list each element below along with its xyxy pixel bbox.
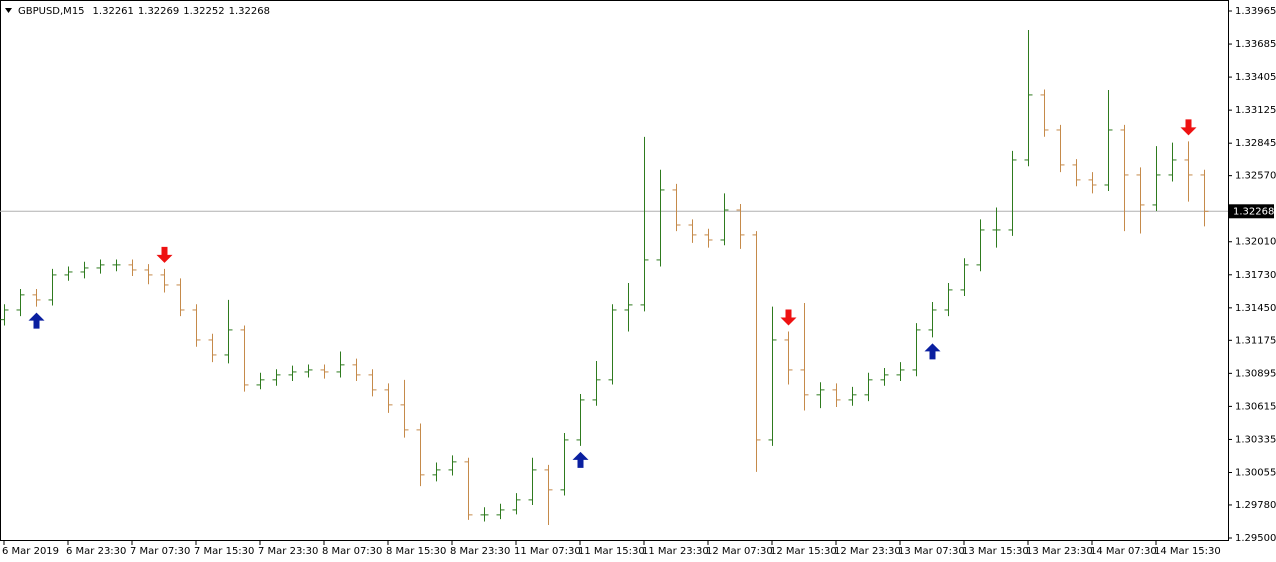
x-tick-label: 7 Mar 07:30 — [130, 546, 190, 557]
buy-arrow — [924, 343, 941, 360]
x-tick-label: 11 Mar 15:30 — [578, 546, 645, 557]
y-tick-label: 1.30895 — [1235, 368, 1276, 379]
sell-arrow — [780, 309, 797, 326]
x-tick-label: 6 Mar 2019 — [2, 546, 59, 557]
header-price: 1.32261 — [93, 6, 134, 17]
y-tick-label: 1.30335 — [1235, 434, 1276, 445]
y-tick-label: 1.31730 — [1235, 270, 1276, 281]
symbol: GBPUSD,M15 — [18, 6, 85, 17]
x-tick-label: 14 Mar 07:30 — [1090, 546, 1157, 557]
y-tick-label: 1.31175 — [1235, 335, 1276, 346]
x-tick-label: 8 Mar 15:30 — [386, 546, 446, 557]
header: GBPUSD,M15 — [18, 6, 85, 17]
header-price: 1.32268 — [229, 6, 270, 17]
y-tick-label: 1.30615 — [1235, 401, 1276, 412]
x-tick-label: 13 Mar 07:30 — [898, 546, 965, 557]
x-tick-label: 11 Mar 23:30 — [642, 546, 709, 557]
y-tick-label: 1.32845 — [1235, 138, 1276, 149]
x-tick-label: 11 Mar 07:30 — [514, 546, 581, 557]
x-tick-label: 12 Mar 23:30 — [834, 546, 901, 557]
header-price: 1.32252 — [183, 6, 224, 17]
y-tick-label: 1.33405 — [1235, 72, 1276, 83]
sell-arrow — [156, 246, 173, 263]
buy-arrow — [572, 451, 589, 468]
x-tick-label: 8 Mar 07:30 — [322, 546, 382, 557]
y-tick-label: 1.33965 — [1235, 6, 1276, 17]
buy-arrow — [28, 312, 45, 329]
symbol-menu-icon[interactable] — [5, 8, 12, 13]
x-tick-label: 14 Mar 15:30 — [1154, 546, 1221, 557]
x-tick-label: 6 Mar 23:30 — [66, 546, 126, 557]
x-tick-label: 12 Mar 07:30 — [706, 546, 773, 557]
y-tick-label: 1.32570 — [1235, 171, 1276, 182]
x-tick-label: 8 Mar 23:30 — [450, 546, 510, 557]
x-tick-label: 13 Mar 15:30 — [962, 546, 1029, 557]
sell-arrow — [1180, 119, 1197, 136]
y-tick-label: 1.29500 — [1235, 533, 1276, 544]
x-tick-label: 12 Mar 15:30 — [770, 546, 837, 557]
x-tick-label: 7 Mar 23:30 — [258, 546, 318, 557]
current-price-label: 1.32268 — [1233, 206, 1274, 217]
y-tick-label: 1.32010 — [1235, 237, 1276, 248]
y-tick-label: 1.29780 — [1235, 500, 1276, 511]
y-tick-label: 1.31450 — [1235, 303, 1276, 314]
y-tick-label: 1.33125 — [1235, 105, 1276, 116]
header-price: 1.32269 — [138, 6, 179, 17]
x-tick-label: 13 Mar 23:30 — [1026, 546, 1093, 557]
y-tick-label: 1.33685 — [1235, 39, 1276, 50]
current-price-box — [1229, 204, 1274, 219]
y-tick-label: 1.30055 — [1235, 467, 1276, 478]
x-tick-label: 7 Mar 15:30 — [194, 546, 254, 557]
